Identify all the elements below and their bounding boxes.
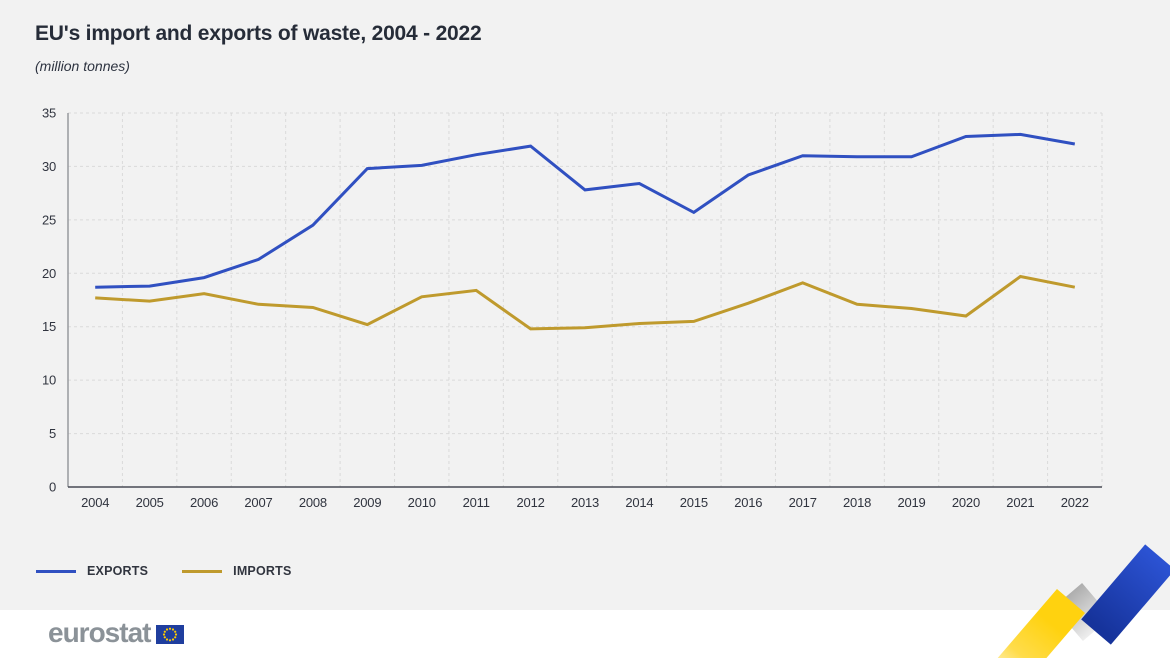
ribbon-blue-band (1081, 544, 1170, 645)
svg-text:2015: 2015 (680, 495, 708, 510)
svg-text:2022: 2022 (1061, 495, 1089, 510)
eu-flag-icon (156, 625, 185, 644)
svg-text:2008: 2008 (299, 495, 327, 510)
svg-text:2013: 2013 (571, 495, 599, 510)
svg-text:2019: 2019 (897, 495, 925, 510)
eurostat-logo-text: eurostat (48, 617, 151, 648)
svg-text:2010: 2010 (408, 495, 436, 510)
svg-text:2012: 2012 (517, 495, 545, 510)
svg-text:2016: 2016 (734, 495, 762, 510)
svg-text:2009: 2009 (353, 495, 381, 510)
svg-text:30: 30 (42, 159, 56, 174)
svg-text:35: 35 (42, 106, 56, 121)
eurostat-ribbon-decoration (997, 544, 1170, 658)
svg-text:2017: 2017 (789, 495, 817, 510)
footer-bar: eurostat (0, 610, 1170, 658)
legend-item-exports: EXPORTS (36, 564, 148, 578)
exports-line-swatch (36, 569, 76, 573)
svg-text:2006: 2006 (190, 495, 218, 510)
svg-text:2004: 2004 (81, 495, 109, 510)
legend-label-exports: EXPORTS (87, 564, 149, 578)
legend: EXPORTS IMPORTS (36, 564, 326, 578)
svg-text:2014: 2014 (625, 495, 653, 510)
svg-text:5: 5 (49, 426, 56, 441)
chart-subtitle: (million tonnes) (35, 58, 130, 74)
legend-item-imports: IMPORTS (182, 564, 291, 578)
eu-flag-stars (163, 627, 178, 642)
line-chart: 0 5 10 15 20 25 30 35 2004 2005 2006 2007 2008 2009 20… (42, 106, 1103, 510)
svg-text:2005: 2005 (136, 495, 164, 510)
legend-label-imports: IMPORTS (233, 564, 292, 578)
svg-text:20: 20 (42, 266, 56, 281)
chart-title: EU's import and exports of waste, 2004 -… (35, 22, 482, 45)
eurostat-logo: eurostat (48, 617, 185, 648)
svg-text:2020: 2020 (952, 495, 980, 510)
svg-text:15: 15 (42, 319, 56, 334)
svg-text:2011: 2011 (463, 495, 490, 510)
imports-line-swatch (182, 569, 223, 573)
svg-text:2007: 2007 (244, 495, 272, 510)
svg-text:2018: 2018 (843, 495, 871, 510)
ribbon-yellow-band (997, 588, 1086, 658)
svg-text:25: 25 (42, 212, 56, 227)
svg-text:2021: 2021 (1006, 495, 1034, 510)
svg-text:10: 10 (42, 373, 56, 388)
svg-text:0: 0 (49, 480, 56, 495)
